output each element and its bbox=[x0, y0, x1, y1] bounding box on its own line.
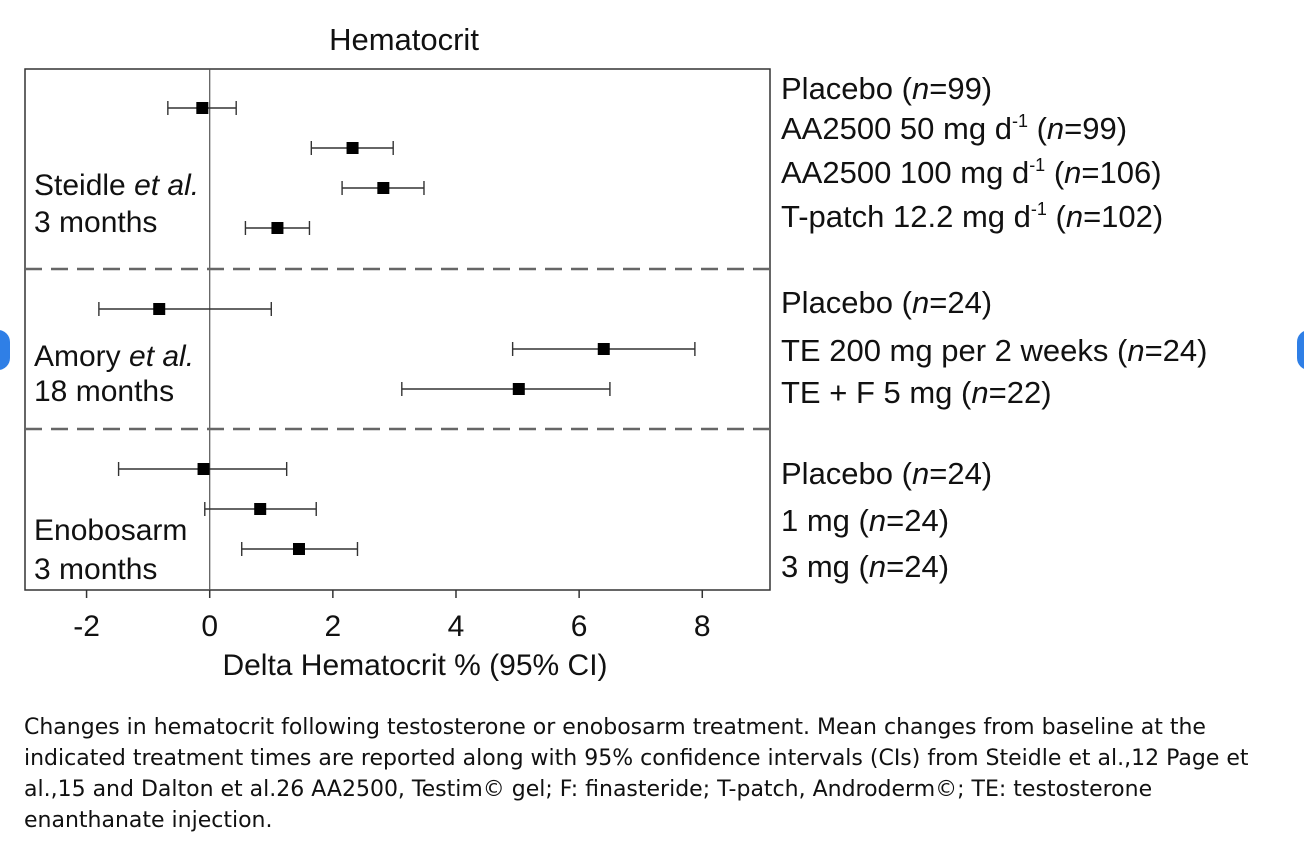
treatment-label: TE 200 mg per 2 weeks (n=24) bbox=[781, 333, 1208, 368]
group-label: Amory et al. bbox=[34, 340, 194, 373]
forest-plot-figure: Hematocrit -2 0 2 4 6 8 Steidle et al. 3 months… bbox=[24, 22, 1208, 682]
treatment-label: Placebo (n=24) bbox=[781, 456, 992, 491]
treatment-label: 3 mg (n=24) bbox=[781, 549, 949, 584]
mean-marker bbox=[197, 463, 210, 475]
group-label: Steidle et al. bbox=[34, 169, 199, 202]
mean-marker bbox=[346, 142, 359, 154]
x-axis-label: Delta Hematocrit % (95% CI) bbox=[222, 649, 607, 682]
plot-frame bbox=[24, 68, 771, 591]
previous-figure-button[interactable] bbox=[0, 330, 10, 370]
x-tick-label: 8 bbox=[694, 610, 711, 643]
group-label: Enobosarm bbox=[34, 514, 187, 547]
mean-marker bbox=[254, 503, 267, 515]
x-tick-label: 6 bbox=[571, 610, 588, 643]
mean-marker bbox=[271, 222, 284, 234]
forest-plot: Hematocrit -2 0 2 4 6 8 Steidle et al. 3 months… bbox=[24, 22, 1208, 682]
figure-caption: Changes in hematocrit following testoste… bbox=[24, 715, 1249, 833]
mean-marker bbox=[597, 343, 610, 355]
x-tick-label: -2 bbox=[73, 610, 100, 643]
group-duration-label: 3 months bbox=[34, 206, 157, 239]
mean-marker bbox=[512, 383, 525, 395]
mean-marker bbox=[377, 182, 390, 194]
next-figure-button[interactable] bbox=[1297, 330, 1304, 370]
treatment-label: T-patch 12.2 mg d-1 (n=102) bbox=[781, 199, 1163, 234]
group-duration-label: 3 months bbox=[34, 553, 157, 586]
x-tick-label: 2 bbox=[325, 610, 342, 643]
treatment-label: AA2500 100 mg d-1 (n=106) bbox=[781, 155, 1162, 190]
treatment-label: Placebo (n=24) bbox=[781, 285, 992, 320]
group-duration-label: 18 months bbox=[34, 375, 174, 408]
x-tick-label: 0 bbox=[201, 610, 218, 643]
treatment-label: AA2500 50 mg d-1 (n=99) bbox=[781, 111, 1127, 146]
mean-marker bbox=[196, 102, 209, 114]
mean-marker bbox=[292, 543, 305, 555]
x-tick-label: 4 bbox=[448, 610, 465, 643]
chart-title: Hematocrit bbox=[329, 22, 479, 57]
treatment-label: TE + F 5 mg (n=22) bbox=[781, 375, 1052, 410]
treatment-label: Placebo (n=99) bbox=[781, 71, 992, 106]
mean-marker bbox=[153, 303, 166, 315]
treatment-label: 1 mg (n=24) bbox=[781, 503, 949, 538]
